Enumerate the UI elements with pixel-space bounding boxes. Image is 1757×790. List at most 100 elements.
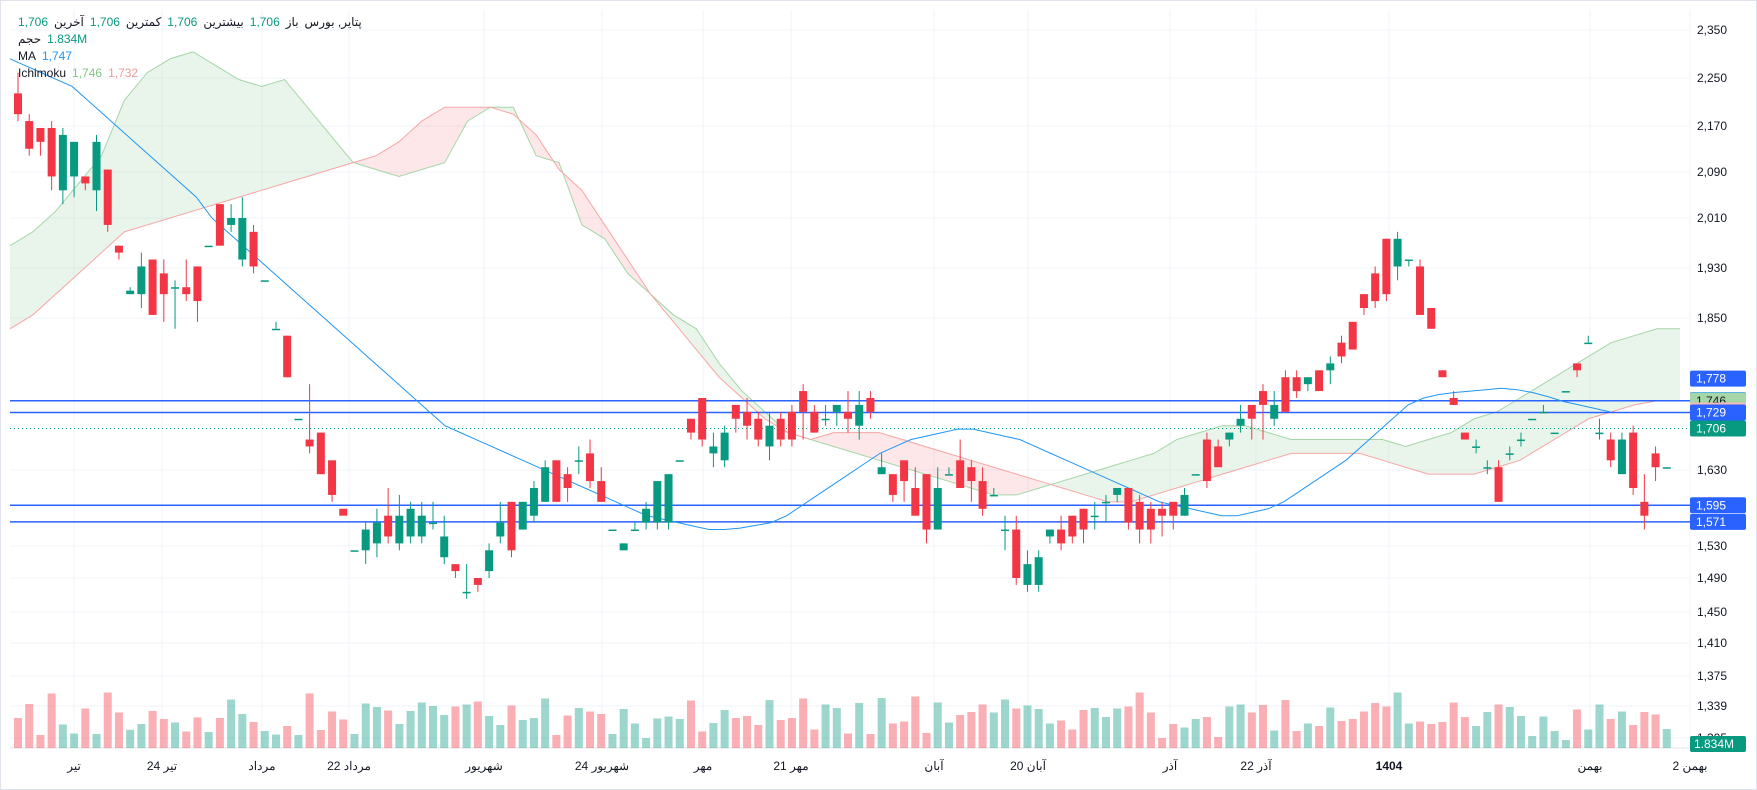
cloud-segment (1062, 474, 1086, 495)
candle (1651, 446, 1660, 482)
volume-bar (395, 724, 404, 748)
x-tick-label: 24 شهریور (575, 759, 629, 773)
legend-ma: 1,747 (42, 49, 73, 63)
candle (529, 481, 538, 523)
volume-bar (1158, 738, 1167, 748)
volume-bar (25, 704, 34, 748)
candle-body (1640, 501, 1649, 516)
candle (507, 501, 516, 558)
candle (271, 321, 280, 331)
candle-body (1494, 467, 1503, 502)
volume-bar (787, 718, 796, 748)
candle (1202, 432, 1211, 488)
volume-bar (1651, 714, 1660, 748)
candle-body (372, 522, 381, 544)
volume-bar (743, 716, 752, 748)
candle (642, 501, 651, 530)
volume-bar (922, 733, 931, 748)
candle (653, 481, 662, 530)
candle (765, 411, 774, 461)
candle (238, 197, 247, 267)
candle-body (866, 398, 875, 412)
legend-volume-label: حجم (18, 32, 42, 46)
candle-body (1057, 529, 1066, 544)
candle (1505, 446, 1514, 461)
candle (1281, 370, 1290, 412)
volume-bar (1057, 720, 1066, 748)
volume-bar (1090, 708, 1099, 748)
volume-bar (1214, 737, 1223, 748)
volume-bar (14, 718, 22, 748)
cloud-segment (925, 446, 948, 482)
candle-body (271, 328, 280, 331)
volume-bar (114, 712, 123, 748)
candle-body (518, 501, 527, 530)
candle-body (361, 529, 370, 551)
candle-body (1359, 294, 1368, 308)
candle (1483, 460, 1492, 475)
volume-bar (1135, 692, 1144, 748)
cloud-segment (1405, 439, 1429, 475)
candle (832, 404, 841, 426)
volume-bar (36, 735, 45, 748)
cloud-segment (856, 432, 880, 461)
candle (933, 467, 942, 530)
candle-body (1158, 508, 1167, 516)
volume-bar (1617, 711, 1626, 748)
candle-body (731, 404, 740, 419)
volume-bar (1001, 699, 1010, 748)
candle-body (1460, 432, 1469, 440)
volume-bar (911, 696, 920, 748)
candle (1326, 356, 1335, 385)
candle (1359, 294, 1368, 315)
candle (92, 134, 101, 212)
candle-body (754, 418, 763, 440)
cloud-segment (1611, 335, 1635, 412)
price-tag-bg (1690, 370, 1746, 387)
legend-open-label: باز (285, 15, 299, 29)
candle (1191, 474, 1200, 476)
price-tag-text: 1,595 (1696, 498, 1726, 512)
volume-bar (956, 715, 965, 748)
cloud-segment (170, 51, 194, 218)
cloud-segment (879, 432, 903, 468)
candle (563, 467, 572, 502)
candle (81, 176, 90, 191)
candle-body (1348, 321, 1357, 350)
volume-bar (944, 722, 953, 748)
candle-body (485, 550, 494, 572)
x-tick-label: آبان (924, 758, 944, 773)
candle-body (1225, 432, 1234, 440)
cloud-segment (1291, 439, 1314, 454)
candle (1416, 259, 1425, 315)
candle (1438, 370, 1447, 378)
volume-bar (844, 733, 852, 748)
candle (171, 280, 180, 329)
y-tick-label: 1,930 (1697, 261, 1727, 275)
candle-body (1651, 453, 1660, 468)
candle-body (1516, 439, 1525, 442)
candle (1337, 335, 1346, 364)
volume-bar (1662, 729, 1671, 748)
candle (473, 578, 482, 592)
cloud-segment (1016, 474, 1040, 495)
candle (1079, 508, 1088, 544)
candle (204, 245, 213, 248)
candle (866, 391, 875, 419)
volume-bar (1045, 723, 1054, 748)
candle (1460, 432, 1469, 440)
volume-tag-text: 1.834M (1694, 737, 1734, 751)
candle-body (821, 418, 830, 421)
volume-bar (664, 716, 673, 748)
candle-body (1191, 474, 1200, 476)
volume-bar (586, 711, 595, 748)
volume-tag: 1.834M (1690, 736, 1746, 752)
candle-body (114, 245, 123, 253)
candles (14, 72, 1671, 599)
candle-body (1662, 467, 1671, 469)
candle (1292, 370, 1301, 398)
volume-bar (1584, 729, 1593, 748)
price-tag-text: 1,778 (1696, 372, 1726, 386)
legend: پتایر, بورس باز 1,706 بیشترین 1,706 کمتر… (18, 14, 362, 82)
